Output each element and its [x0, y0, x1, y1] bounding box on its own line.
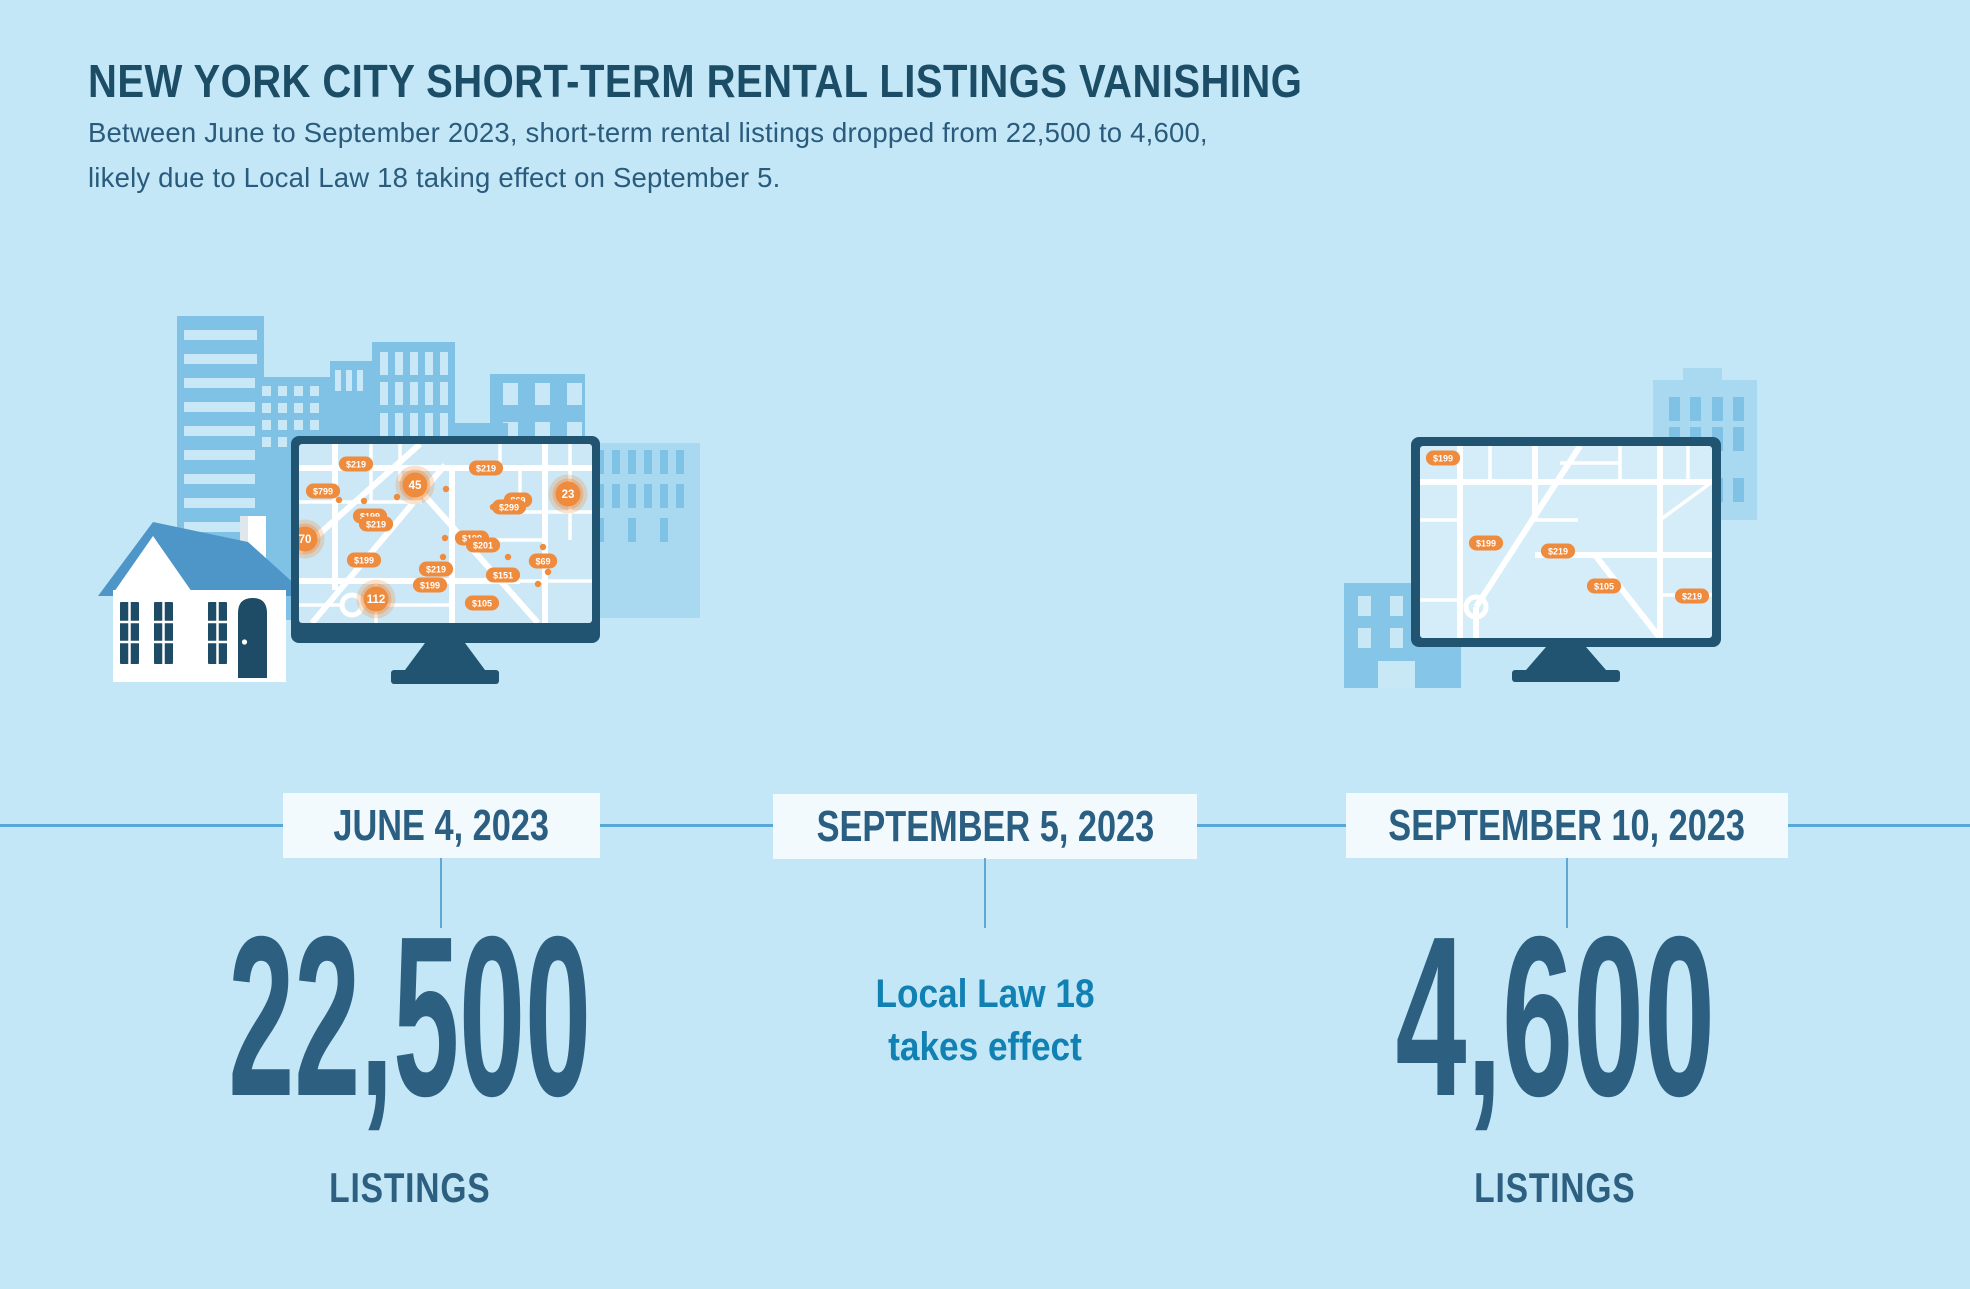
- date-box-june-4: JUNE 4, 2023: [283, 793, 600, 858]
- svg-text:$199: $199: [1476, 538, 1496, 548]
- listings-label-september: LISTINGS: [1474, 1164, 1636, 1211]
- svg-text:$219: $219: [1682, 591, 1702, 601]
- svg-text:$219: $219: [346, 459, 366, 469]
- law-note-line-2: takes effect: [888, 1025, 1082, 1069]
- page-subtitle: Between June to September 2023, short-te…: [88, 110, 1208, 200]
- listing-dot: [439, 553, 447, 561]
- timeline-connector-3: [1566, 858, 1568, 928]
- house-illustration: [98, 516, 308, 682]
- map-pins-right: $199 $199 $219 $105 $219: [1425, 450, 1710, 604]
- page-title: NEW YORK CITY SHORT-TERM RENTAL LISTINGS…: [88, 55, 1303, 107]
- svg-text:$151: $151: [493, 570, 513, 580]
- listings-count-june: 22,500: [228, 890, 592, 1144]
- svg-text:$199: $199: [360, 511, 380, 521]
- map-pins-left: 452370112$219$219$799$69$299$199$219$199…: [299, 456, 588, 619]
- price-pin: $219: [468, 460, 504, 476]
- cluster-pin: 112: [356, 579, 396, 619]
- svg-text:$219: $219: [366, 519, 386, 529]
- left-illustration: 452370112$219$219$799$69$299$199$219$199…: [98, 316, 700, 684]
- monitor-left: 452370112$219$219$799$69$299$199$219$199…: [291, 436, 600, 684]
- subtitle-line-1: Between June to September 2023, short-te…: [88, 117, 1208, 148]
- price-pin: $201: [465, 537, 501, 553]
- date-box-september-10: SEPTEMBER 10, 2023: [1346, 793, 1788, 858]
- svg-text:$199: $199: [354, 555, 374, 565]
- price-pin: $799: [305, 483, 341, 499]
- price-pin: $219: [338, 456, 374, 472]
- price-pin: $199: [346, 552, 382, 568]
- svg-text:70: 70: [299, 534, 312, 546]
- listing-dot: [442, 485, 450, 493]
- svg-text:23: 23: [562, 489, 575, 501]
- svg-text:45: 45: [409, 480, 422, 492]
- listings-count-september: 4,600: [1395, 890, 1715, 1144]
- price-pin: $199: [1468, 535, 1504, 551]
- listing-dot: [335, 496, 343, 504]
- price-pin: $105: [1586, 578, 1622, 594]
- listing-dot: [504, 553, 512, 561]
- date-box-september-5: SEPTEMBER 5, 2023: [773, 794, 1197, 859]
- price-pin: $219: [358, 516, 394, 532]
- price-pin: $151: [485, 567, 521, 583]
- svg-text:$199: $199: [1433, 453, 1453, 463]
- price-pin: $219: [1540, 543, 1576, 559]
- timeline-connector-1: [440, 858, 442, 928]
- date-label: SEPTEMBER 10, 2023: [1388, 800, 1746, 850]
- cluster-pin: 45: [395, 465, 435, 505]
- date-label: SEPTEMBER 5, 2023: [816, 801, 1154, 851]
- price-pin: $199: [1425, 450, 1461, 466]
- listing-dot: [360, 497, 368, 505]
- svg-text:$219: $219: [1548, 546, 1568, 556]
- price-pin: $299: [491, 499, 527, 515]
- svg-text:$199: $199: [420, 580, 440, 590]
- price-pin: $219: [418, 561, 454, 577]
- cluster-pin: 70: [299, 519, 325, 559]
- date-label: JUNE 4, 2023: [333, 800, 550, 850]
- price-pin: $199: [412, 577, 448, 593]
- svg-text:$219: $219: [426, 564, 446, 574]
- house-door: [238, 598, 267, 678]
- listing-dot: [534, 580, 542, 588]
- monitor-right: $199 $199 $219 $105 $219: [1411, 437, 1721, 682]
- house-windows: [120, 602, 227, 664]
- cluster-pin: 23: [548, 474, 588, 514]
- listing-dot: [441, 534, 449, 542]
- price-pin: $105: [464, 595, 500, 611]
- listing-dot: [544, 568, 552, 576]
- svg-text:$201: $201: [473, 540, 493, 550]
- svg-text:$299: $299: [499, 502, 519, 512]
- price-pin: $219: [1674, 588, 1710, 604]
- svg-text:112: 112: [367, 594, 386, 606]
- svg-text:$105: $105: [472, 598, 492, 608]
- svg-text:$219: $219: [476, 463, 496, 473]
- local-law-note: Local Law 18 takes effect: [785, 968, 1185, 1074]
- svg-text:$69: $69: [535, 556, 550, 566]
- subtitle-line-2: likely due to Local Law 18 taking effect…: [88, 162, 781, 193]
- svg-text:$799: $799: [313, 486, 333, 496]
- law-note-line-1: Local Law 18: [875, 972, 1095, 1016]
- right-illustration: $199 $199 $219 $105 $219: [1344, 368, 1757, 688]
- timeline-connector-2: [984, 858, 986, 928]
- listing-dot: [539, 543, 547, 551]
- svg-text:$105: $105: [1594, 581, 1614, 591]
- price-pin: $69: [528, 553, 558, 569]
- listings-label-june: LISTINGS: [329, 1164, 491, 1211]
- listing-dot: [393, 493, 401, 501]
